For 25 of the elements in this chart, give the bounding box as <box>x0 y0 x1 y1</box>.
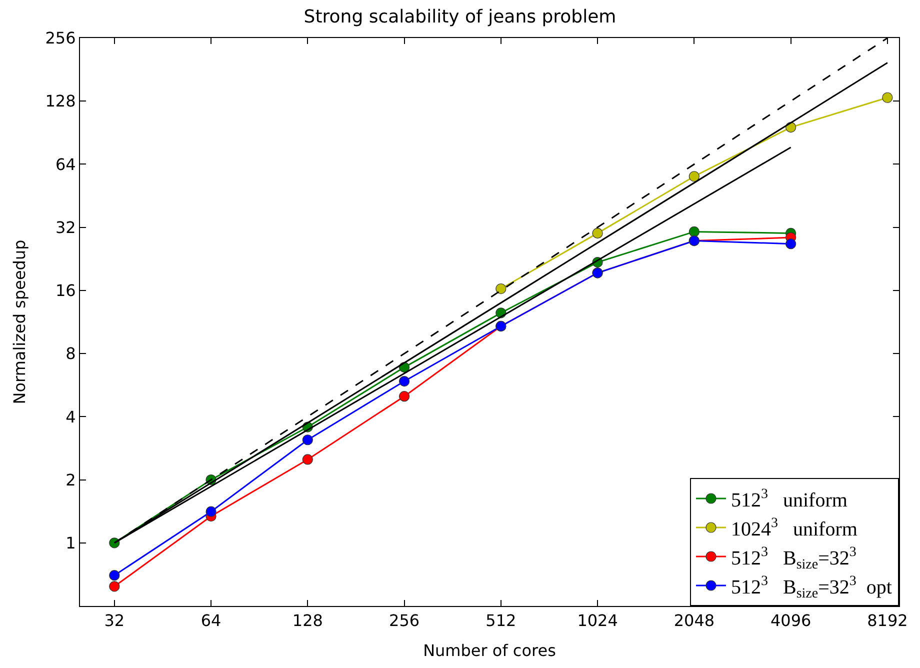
x-axis-title: Number of cores <box>423 640 556 660</box>
x-tick-label: 256 <box>389 611 420 630</box>
y-tick-label: 8 <box>66 344 76 364</box>
y-tick-label: 2 <box>66 470 76 490</box>
y-tick-label: 4 <box>66 407 76 426</box>
legend-label: 512$^{3}$ uniform <box>731 486 848 512</box>
x-tick-label: 4096 <box>770 611 812 630</box>
legend-label: 512$^{3}$ B$_{size}$=32$^{3}$ opt <box>731 574 892 602</box>
y-tick-label: 32 <box>55 218 76 237</box>
legend-label: 512$^{3}$ B$_{size}$=32$^{3}$ <box>731 544 856 572</box>
chart-title: Strong scalability of jeans problem <box>304 6 616 28</box>
x-tick-label: 64 <box>200 611 222 630</box>
x-tick-label: 512 <box>486 611 516 630</box>
y-tick-label: 128 <box>45 92 76 111</box>
x-tick-label: 32 <box>104 611 125 630</box>
x-tick-label: 8192 <box>867 611 908 630</box>
y-tick-label: 64 <box>55 154 76 174</box>
legend-label: 1024$^{3}$ uniform <box>731 516 858 540</box>
y-axis-title: Normalized speedup <box>10 240 30 404</box>
x-tick-label: 1024 <box>577 611 618 630</box>
y-tick-label: 16 <box>55 281 76 300</box>
y-tick-label: 256 <box>45 28 76 48</box>
x-tick-label: 128 <box>292 611 323 630</box>
y-tick-label: 1 <box>66 533 76 552</box>
x-tick-label: 2048 <box>674 611 715 630</box>
